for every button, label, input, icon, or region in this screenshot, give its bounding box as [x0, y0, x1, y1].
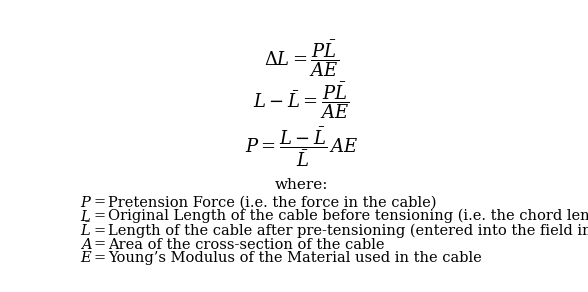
- Text: $A$: $A$: [81, 237, 93, 252]
- Text: $L - \bar{L} = \dfrac{P\bar{L}}{AE}$: $L - \bar{L} = \dfrac{P\bar{L}}{AE}$: [253, 80, 349, 121]
- Text: =: =: [93, 209, 105, 223]
- Text: where:: where:: [275, 178, 328, 192]
- Text: $\bar{L}$: $\bar{L}$: [81, 222, 91, 239]
- Text: Area of the cross-section of the cable: Area of the cross-section of the cable: [108, 238, 384, 252]
- Text: Length of the cable after pre-tensioning (entered into the field in the software: Length of the cable after pre-tensioning…: [108, 223, 588, 238]
- Text: $L$: $L$: [81, 208, 91, 224]
- Text: Pretension Force (i.e. the force in the cable): Pretension Force (i.e. the force in the …: [108, 196, 436, 210]
- Text: Original Length of the cable before tensioning (i.e. the chord length): Original Length of the cable before tens…: [108, 209, 588, 223]
- Text: $E$: $E$: [81, 250, 93, 265]
- Text: =: =: [93, 196, 105, 210]
- Text: =: =: [93, 251, 105, 265]
- Text: =: =: [93, 238, 105, 252]
- Text: Young’s Modulus of the Material used in the cable: Young’s Modulus of the Material used in …: [108, 251, 482, 265]
- Text: =: =: [93, 224, 105, 238]
- Text: $P$: $P$: [81, 195, 92, 210]
- Text: $\Delta L = \dfrac{P\bar{L}}{AE}$: $\Delta L = \dfrac{P\bar{L}}{AE}$: [264, 38, 339, 79]
- Text: $P = \dfrac{L - \bar{L}}{\bar{L}}\,AE$: $P = \dfrac{L - \bar{L}}{\bar{L}}\,AE$: [245, 126, 358, 169]
